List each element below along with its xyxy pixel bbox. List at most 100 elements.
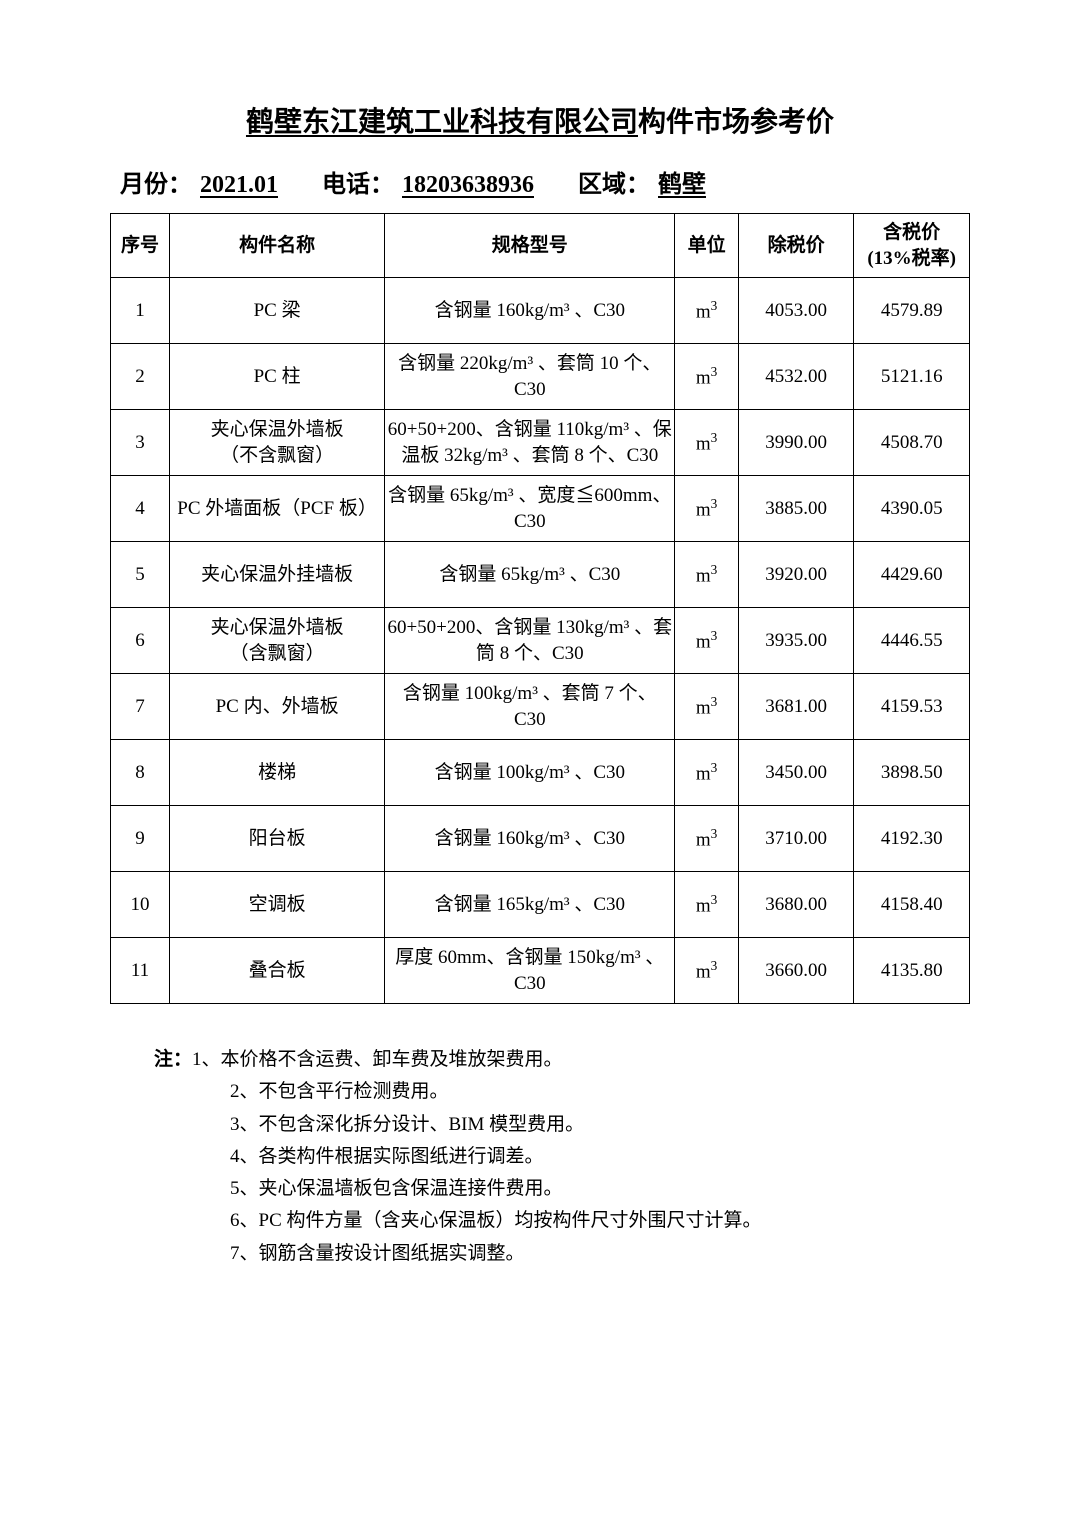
notes-label: 注： [154, 1049, 192, 1070]
table-row: 2PC 柱含钢量 220kg/m³ 、套筒 10 个、C30m34532.005… [111, 344, 970, 410]
cell-unit: m3 [675, 806, 738, 872]
cell-price-in: 4446.55 [854, 608, 970, 674]
info-month: 月份：2021.01 [120, 164, 286, 199]
cell-name: PC 梁 [169, 278, 384, 344]
table-header-row: 序号 构件名称 规格型号 单位 除税价 含税价(13%税率) [111, 214, 970, 278]
cell-name: 阳台板 [169, 806, 384, 872]
cell-name: 夹心保温外墙板（含飘窗） [169, 608, 384, 674]
cell-name: 叠合板 [169, 938, 384, 1004]
table-row: 6夹心保温外墙板（含飘窗）60+50+200、含钢量 130kg/m³ 、套筒 … [111, 608, 970, 674]
cell-unit: m3 [675, 410, 738, 476]
cell-seq: 1 [111, 278, 170, 344]
cell-seq: 11 [111, 938, 170, 1004]
cell-price-ex: 3681.00 [738, 674, 854, 740]
cell-price-in: 4429.60 [854, 542, 970, 608]
th-name: 构件名称 [169, 214, 384, 278]
cell-spec: 含钢量 220kg/m³ 、套筒 10 个、C30 [385, 344, 675, 410]
month-value: 2021.01 [192, 172, 286, 198]
cell-name: PC 外墙面板（PCF 板） [169, 476, 384, 542]
cell-seq: 9 [111, 806, 170, 872]
cell-unit: m3 [675, 740, 738, 806]
cell-price-in: 3898.50 [854, 740, 970, 806]
cell-spec: 含钢量 165kg/m³ 、C30 [385, 872, 675, 938]
month-label: 月份： [120, 172, 192, 198]
note-item: 4、各类构件根据实际图纸进行调差。 [154, 1141, 970, 1173]
table-body: 1PC 梁含钢量 160kg/m³ 、C30m34053.004579.892P… [111, 278, 970, 1004]
info-line: 月份：2021.01 电话：18203638936 区域：鹤壁 [110, 164, 970, 199]
cell-unit: m3 [675, 674, 738, 740]
cell-price-ex: 3660.00 [738, 938, 854, 1004]
cell-unit: m3 [675, 344, 738, 410]
notes-block: 注：1、本价格不含运费、卸车费及堆放架费用。 2、不包含平行检测费用。 3、不包… [110, 1044, 970, 1270]
cell-price-ex: 3935.00 [738, 608, 854, 674]
cell-price-in: 4192.30 [854, 806, 970, 872]
cell-seq: 6 [111, 608, 170, 674]
region-label: 区域： [578, 172, 650, 198]
title-company: 鹤壁东江建筑工业科技有限公司 [246, 107, 638, 138]
cell-unit: m3 [675, 476, 738, 542]
cell-price-in: 4159.53 [854, 674, 970, 740]
table-row: 9阳台板含钢量 160kg/m³ 、C30m33710.004192.30 [111, 806, 970, 872]
info-phone: 电话：18203638936 [322, 164, 542, 199]
cell-spec: 60+50+200、含钢量 130kg/m³ 、套筒 8 个、C30 [385, 608, 675, 674]
cell-spec: 含钢量 100kg/m³ 、C30 [385, 740, 675, 806]
cell-price-in: 4135.80 [854, 938, 970, 1004]
th-seq: 序号 [111, 214, 170, 278]
cell-price-ex: 3990.00 [738, 410, 854, 476]
table-row: 1PC 梁含钢量 160kg/m³ 、C30m34053.004579.89 [111, 278, 970, 344]
cell-unit: m3 [675, 278, 738, 344]
cell-unit: m3 [675, 938, 738, 1004]
cell-price-in: 4158.40 [854, 872, 970, 938]
table-row: 8楼梯含钢量 100kg/m³ 、C30m33450.003898.50 [111, 740, 970, 806]
cell-spec: 厚度 60mm、含钢量 150kg/m³ 、C30 [385, 938, 675, 1004]
cell-spec: 含钢量 160kg/m³ 、C30 [385, 806, 675, 872]
cell-seq: 10 [111, 872, 170, 938]
cell-name: 夹心保温外墙板（不含飘窗） [169, 410, 384, 476]
note-item: 3、不包含深化拆分设计、BIM 模型费用。 [154, 1109, 970, 1141]
cell-price-in: 4579.89 [854, 278, 970, 344]
cell-spec: 含钢量 100kg/m³ 、套筒 7 个、C30 [385, 674, 675, 740]
cell-seq: 8 [111, 740, 170, 806]
cell-name: 楼梯 [169, 740, 384, 806]
phone-label: 电话： [322, 172, 394, 198]
cell-seq: 7 [111, 674, 170, 740]
cell-price-in: 5121.16 [854, 344, 970, 410]
phone-value: 18203638936 [394, 172, 542, 198]
cell-spec: 含钢量 65kg/m³ 、宽度≦600mm、C30 [385, 476, 675, 542]
cell-spec: 含钢量 65kg/m³ 、C30 [385, 542, 675, 608]
cell-unit: m3 [675, 872, 738, 938]
cell-seq: 2 [111, 344, 170, 410]
cell-price-ex: 4053.00 [738, 278, 854, 344]
cell-name: PC 内、外墙板 [169, 674, 384, 740]
price-table: 序号 构件名称 规格型号 单位 除税价 含税价(13%税率) 1PC 梁含钢量 … [110, 213, 970, 1004]
cell-unit: m3 [675, 608, 738, 674]
cell-seq: 3 [111, 410, 170, 476]
cell-price-in: 4508.70 [854, 410, 970, 476]
cell-price-ex: 3680.00 [738, 872, 854, 938]
cell-price-in: 4390.05 [854, 476, 970, 542]
table-row: 11叠合板厚度 60mm、含钢量 150kg/m³ 、C30m33660.004… [111, 938, 970, 1004]
cell-price-ex: 3920.00 [738, 542, 854, 608]
th-spec: 规格型号 [385, 214, 675, 278]
table-row: 3夹心保温外墙板（不含飘窗）60+50+200、含钢量 110kg/m³ 、保温… [111, 410, 970, 476]
table-row: 10空调板含钢量 165kg/m³ 、C30m33680.004158.40 [111, 872, 970, 938]
region-value: 鹤壁 [650, 172, 714, 198]
th-pe: 除税价 [738, 214, 854, 278]
cell-spec: 含钢量 160kg/m³ 、C30 [385, 278, 675, 344]
notes-first-line: 注：1、本价格不含运费、卸车费及堆放架费用。 [154, 1044, 970, 1076]
cell-spec: 60+50+200、含钢量 110kg/m³ 、保温板 32kg/m³ 、套筒 … [385, 410, 675, 476]
cell-seq: 4 [111, 476, 170, 542]
info-region: 区域：鹤壁 [578, 164, 714, 199]
cell-price-ex: 3710.00 [738, 806, 854, 872]
title-suffix: 构件市场参考价 [638, 107, 834, 138]
th-unit: 单位 [675, 214, 738, 278]
note-item: 5、夹心保温墙板包含保温连接件费用。 [154, 1173, 970, 1205]
page-title: 鹤壁东江建筑工业科技有限公司构件市场参考价 [110, 100, 970, 140]
note-item: 7、钢筋含量按设计图纸据实调整。 [154, 1238, 970, 1270]
table-row: 7PC 内、外墙板含钢量 100kg/m³ 、套筒 7 个、C30m33681.… [111, 674, 970, 740]
cell-price-ex: 4532.00 [738, 344, 854, 410]
note-item: 2、不包含平行检测费用。 [154, 1076, 970, 1108]
cell-name: 夹心保温外挂墙板 [169, 542, 384, 608]
note-item: 6、PC 构件方量（含夹心保温板）均按构件尺寸外围尺寸计算。 [154, 1205, 970, 1237]
table-row: 4PC 外墙面板（PCF 板）含钢量 65kg/m³ 、宽度≦600mm、C30… [111, 476, 970, 542]
